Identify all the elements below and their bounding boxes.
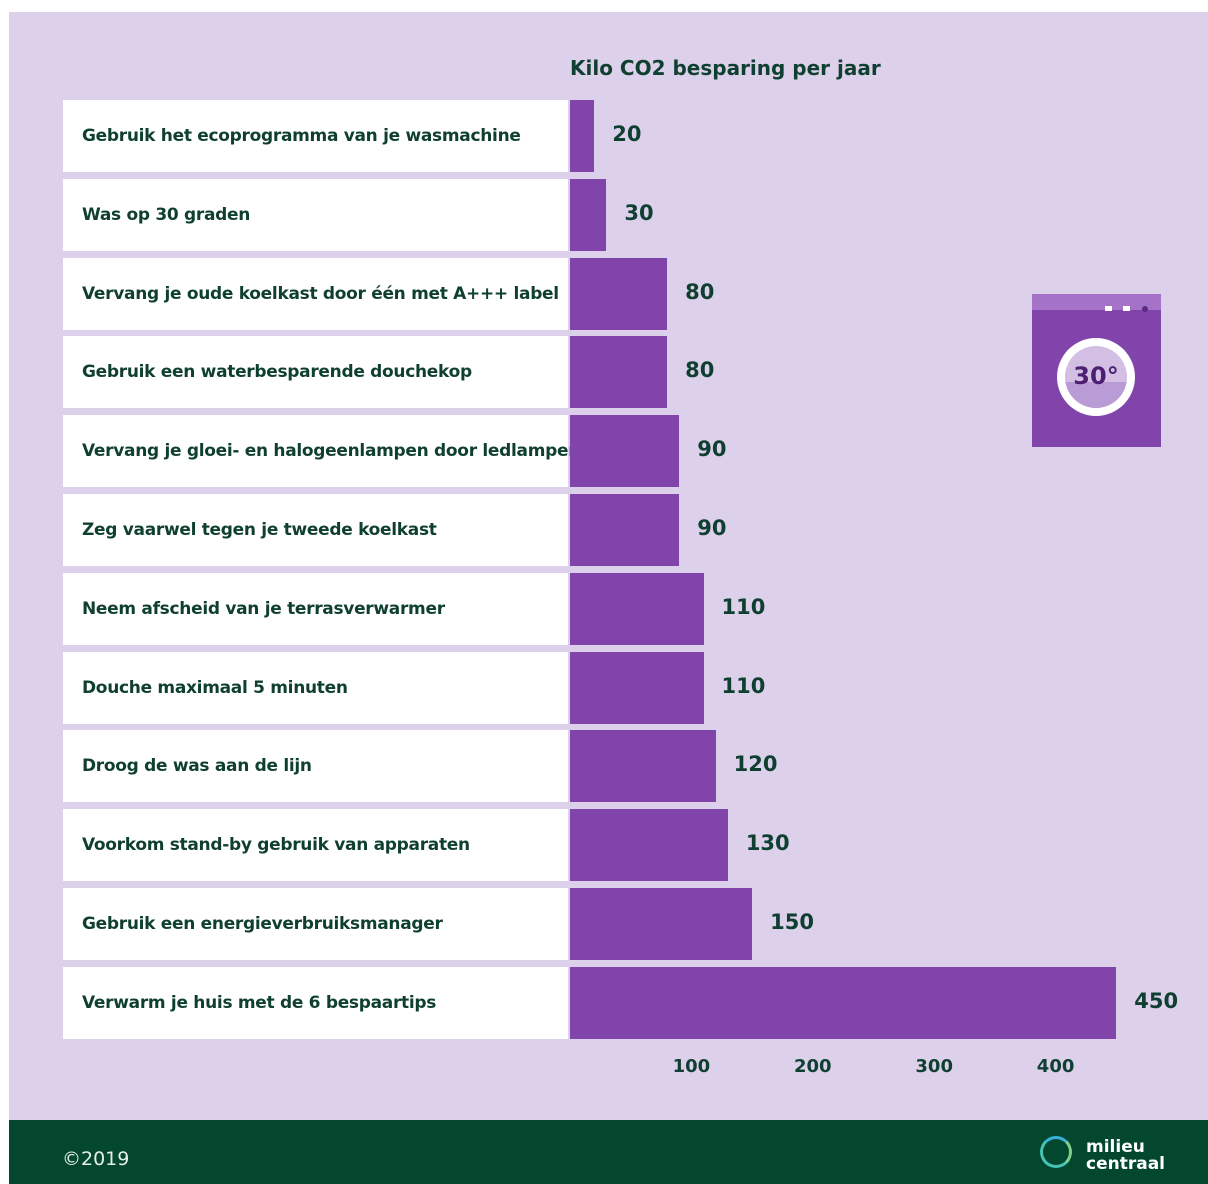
data-label: 150 — [770, 910, 814, 934]
data-label: 90 — [697, 516, 727, 540]
category-label: Vervang je oude koelkast door één met A+… — [63, 257, 568, 330]
category-label: Gebruik een energieverbruiksmanager — [63, 888, 568, 960]
temperature-label: 30° — [1073, 362, 1119, 390]
copyright-text: ©2019 — [62, 1148, 130, 1170]
data-label: 80 — [685, 279, 715, 304]
x-tick-label: 200 — [794, 1056, 832, 1077]
bar — [570, 336, 668, 409]
category-label: Douche maximaal 5 minuten — [63, 651, 568, 724]
milieu-centraal-logo: milieu centraal — [1038, 1132, 1178, 1180]
bar — [570, 100, 595, 172]
data-label: 20 — [612, 122, 642, 146]
data-label: 80 — [685, 358, 715, 383]
chart-title: Kilo CO2 besparing per jaar — [570, 56, 881, 80]
washing-machine-control-panel — [1032, 294, 1161, 312]
category-label: Droog de was aan de lijn — [63, 730, 568, 803]
footer-bar — [9, 1120, 1208, 1184]
data-label: 120 — [733, 752, 778, 777]
logo-ring-icon — [1040, 1136, 1072, 1168]
category-label: Verwarm je huis met de 6 bespaartips — [63, 966, 568, 1039]
data-label: 110 — [721, 594, 766, 619]
category-label: Zeg vaarwel tegen je tweede koelkast — [63, 494, 568, 566]
x-tick-label: 100 — [672, 1056, 711, 1077]
data-label: 30 — [624, 200, 654, 225]
bar — [570, 494, 680, 566]
bar — [570, 572, 704, 645]
bar — [570, 178, 607, 251]
data-label: 90 — [697, 437, 727, 462]
data-label: 450 — [1134, 988, 1179, 1013]
logo-text-line1: milieu — [1086, 1137, 1145, 1157]
x-tick-label: 400 — [1036, 1056, 1075, 1077]
washing-machine-door-icon: 30° — [1057, 338, 1135, 416]
category-label: Voorkom stand-by gebruik van apparaten — [63, 809, 568, 882]
bar — [570, 730, 716, 803]
category-label: Gebruik het ecoprogramma van je wasmachi… — [63, 100, 568, 172]
bar — [570, 651, 704, 724]
bar — [570, 888, 753, 960]
bar — [570, 415, 680, 488]
data-label: 130 — [745, 831, 790, 856]
control-button-icon — [1123, 306, 1130, 311]
logo-text-line2: centraal — [1086, 1154, 1165, 1174]
drum-window: 30° — [1065, 346, 1127, 408]
bar — [570, 257, 668, 330]
washing-machine-icon: 30° — [1032, 294, 1161, 447]
control-button-icon — [1105, 306, 1112, 311]
water-icon — [1065, 382, 1127, 408]
category-label: Gebruik een waterbesparende douchekop — [63, 336, 568, 409]
bar — [570, 809, 728, 882]
category-label: Vervang je gloei- en halogeenlampen door… — [63, 415, 580, 488]
data-label: 110 — [721, 673, 766, 698]
category-label: Neem afscheid van je terrasverwarmer — [63, 572, 568, 645]
category-label: Was op 30 graden — [63, 178, 568, 251]
x-tick-label: 300 — [915, 1056, 953, 1077]
indicator-light-icon — [1142, 306, 1148, 312]
bar — [570, 966, 1117, 1039]
